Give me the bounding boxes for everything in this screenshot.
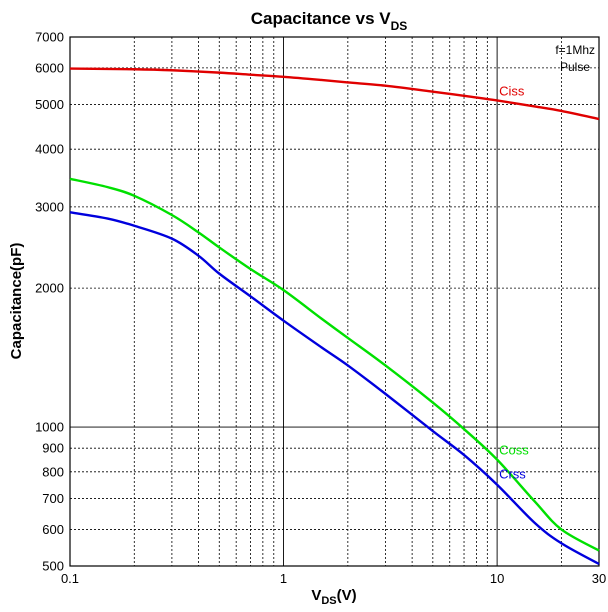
grid [70, 37, 599, 566]
y-tick-label: 500 [42, 559, 64, 574]
chart-title: Capacitance vs VDS [251, 9, 408, 33]
x-tick-label: 10 [490, 571, 504, 586]
series-label-crss: Crss [499, 467, 526, 482]
y-tick-label: 6000 [35, 60, 64, 75]
series-label-coss: Coss [499, 443, 529, 458]
y-tick-label: 600 [42, 522, 64, 537]
x-axis-label: VDS(V) [311, 587, 356, 607]
y-tick-label: 7000 [35, 30, 64, 45]
y-tick-labels: 500 600 700 800 900 1000 2000 3000 4000 5000 6000 7… [35, 30, 64, 574]
x-tick-label: 0.1 [61, 571, 79, 586]
series-label-ciss: Ciss [499, 83, 525, 98]
series-lines [69, 67, 600, 566]
y-tick-label: 5000 [35, 97, 64, 112]
y-tick-label: 700 [42, 491, 64, 506]
series-line-coss [69, 177, 600, 552]
x-tick-label: 30 [592, 571, 606, 586]
x-axis-label-suffix: (V) [337, 587, 357, 604]
y-tick-label: 4000 [35, 142, 64, 157]
x-tick-labels: 0.1 1 10 30 [61, 571, 606, 586]
chart-title-main: Capacitance vs V [251, 9, 392, 28]
y-tick-label: 3000 [35, 199, 64, 214]
series-line-crss [69, 211, 600, 566]
note-pulse: Pulse [560, 60, 590, 74]
y-tick-label: 900 [42, 441, 64, 456]
series-line-ciss [69, 67, 600, 121]
y-tick-label: 1000 [35, 420, 64, 435]
series-labels: Ciss Coss Crss [499, 83, 529, 481]
x-tick-label: 1 [280, 571, 287, 586]
x-axis-label-main: V [311, 587, 321, 604]
note-frequency: f=1Mhz [555, 43, 595, 57]
y-axis-label: Capacitance(pF) [8, 243, 25, 360]
y-tick-label: 2000 [35, 281, 64, 296]
x-axis-label-sub: DS [321, 595, 336, 607]
chart-title-sub: DS [391, 19, 408, 33]
y-tick-label: 800 [42, 464, 64, 479]
plot-frame [69, 36, 600, 567]
